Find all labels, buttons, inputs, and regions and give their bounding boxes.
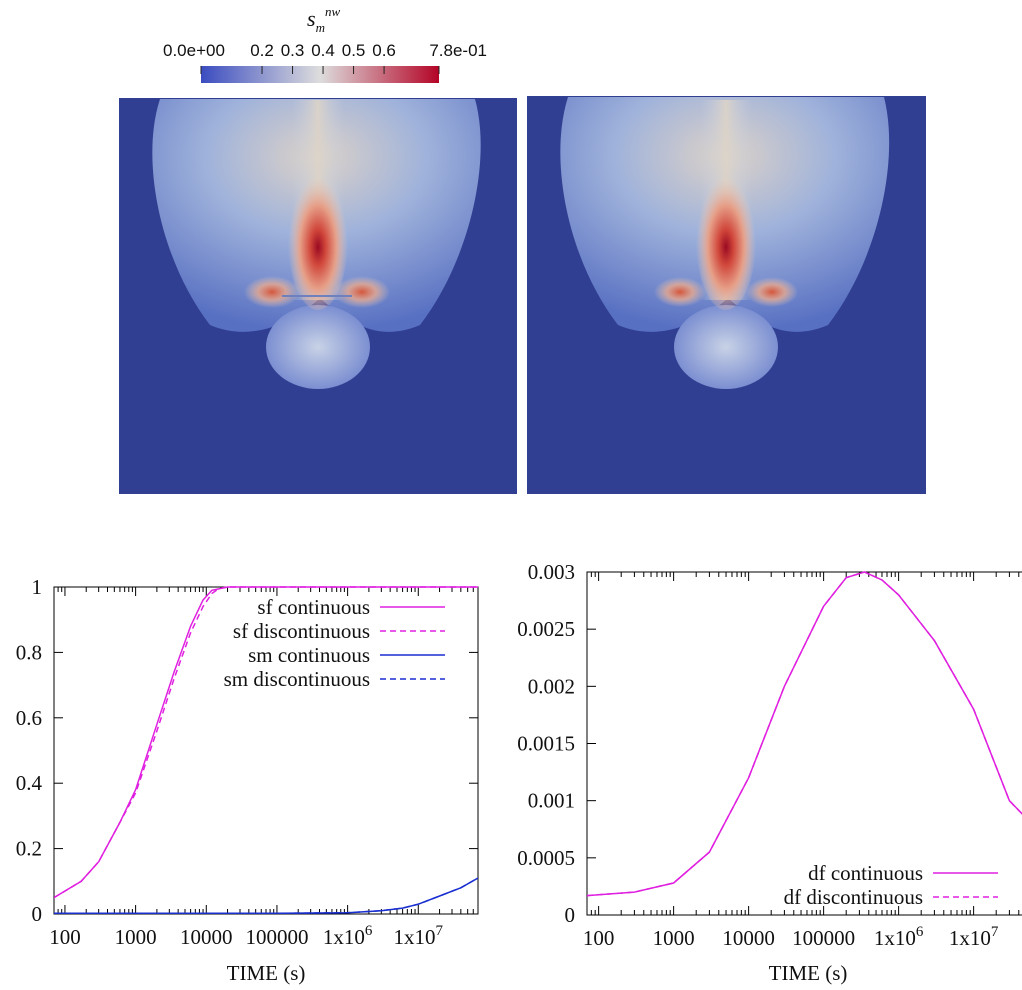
legend-label: sm continuous <box>248 643 370 667</box>
hot-spot-left-a <box>244 276 300 308</box>
y-tick-label: 0.0015 <box>517 732 575 756</box>
plume-lower-right <box>674 305 778 389</box>
saturation-vs-time-chart: 100 1000 10000 100000 1x106 1x107 00.20.40.60… <box>16 575 479 985</box>
plume-lower-left <box>266 305 370 389</box>
x-tick-label: 100000 <box>792 926 855 950</box>
x-ticks: 100 1000 10000 100000 1x106 1x107 <box>49 587 479 949</box>
x-tick-label: 1x107 <box>394 923 444 949</box>
hot-spot-right-b <box>746 277 798 307</box>
y-tick-label: 0.0005 <box>517 846 575 870</box>
hot-spot-right-a <box>654 277 706 307</box>
y-tick-label: 1 <box>32 575 43 599</box>
saturation-field-right <box>527 96 926 494</box>
colorbar-tick-label: 0.2 <box>250 41 274 60</box>
df-vs-time-chart: 100 1000 10000 100000 1x106 1x107 0 0.0005 0.00… <box>517 560 1022 985</box>
legend-label: sf continuous <box>257 595 370 619</box>
series-line-df-continuous <box>587 571 1022 897</box>
y-tick-label: 0.4 <box>16 771 43 795</box>
x-tick-label: 1x107 <box>949 924 999 950</box>
x-axis-label: TIME (s) <box>227 961 306 985</box>
y-tick-label: 0.002 <box>528 674 575 698</box>
x-ticks: 100 1000 10000 100000 1x106 1x107 <box>583 572 1020 950</box>
x-tick-label: 1x106 <box>323 923 373 949</box>
series-line-sm-continuous <box>54 877 478 914</box>
colorbar-tick-label: 0.5 <box>342 41 366 60</box>
y-tick-label: 0 <box>32 902 43 926</box>
y-tick-label: 0.0025 <box>517 617 575 641</box>
series-line-df-discontinuous <box>587 571 1022 897</box>
legend-label: df continuous <box>808 861 923 885</box>
x-tick-label: 1000 <box>653 926 695 950</box>
legend-label: sm discontinuous <box>224 667 370 691</box>
series-lines <box>54 586 478 914</box>
colorbar-tick-label: 0.4 <box>311 41 335 60</box>
colorbar: smnw 0.0e+00 0.2 0.3 0.4 0.5 0.6 7.8e-01 <box>163 4 487 83</box>
colorbar-tick-label: 0.0e+00 <box>163 41 225 60</box>
saturation-field-left <box>119 98 517 494</box>
colorbar-tick-label: 0.3 <box>281 41 305 60</box>
colorbar-tick-label: 7.8e-01 <box>429 41 487 60</box>
series-line-sm-discontinuous <box>54 877 478 914</box>
y-tick-label: 0.6 <box>16 706 42 730</box>
x-tick-label: 10000 <box>722 926 775 950</box>
x-tick-label: 10000 <box>180 925 233 949</box>
x-tick-label: 100 <box>583 926 615 950</box>
plot-frame <box>586 571 1022 916</box>
x-tick-label: 100000 <box>245 925 308 949</box>
colorbar-tick-label: 0.6 <box>372 41 396 60</box>
colorbar-ticks <box>200 66 440 74</box>
y-tick-label: 0.8 <box>16 640 42 664</box>
y-tick-label: 0.003 <box>528 560 575 584</box>
y-tick-label: 0.001 <box>528 789 575 813</box>
y-tick-label: 0 <box>565 903 576 927</box>
hot-spot-left-b <box>334 276 390 308</box>
y-tick-label: 0.2 <box>16 837 42 861</box>
colorbar-tick-labels: 0.0e+00 0.2 0.3 0.4 0.5 0.6 7.8e-01 <box>163 41 487 60</box>
y-ticks: 0 0.2 0.4 0.6 0.8 1 <box>16 575 478 926</box>
x-tick-label: 100 <box>49 925 81 949</box>
legend-label: df discontinuous <box>784 885 923 909</box>
hot-core-right <box>696 170 756 310</box>
hot-core-left <box>288 170 348 310</box>
series-line-sf-discontinuous <box>54 586 478 899</box>
x-tick-label: 1000 <box>115 925 157 949</box>
legend-label: sf discontinuous <box>233 619 370 643</box>
colorbar-gradient <box>201 66 439 83</box>
x-axis-label: TIME (s) <box>769 961 848 985</box>
colorbar-title: smnw <box>307 4 340 35</box>
x-tick-label: 1x106 <box>874 924 924 950</box>
y-ticks: 0 0.0005 0.001 0.0015 0.002 0.0025 0.003 <box>517 560 596 927</box>
series-lines <box>587 571 1022 897</box>
